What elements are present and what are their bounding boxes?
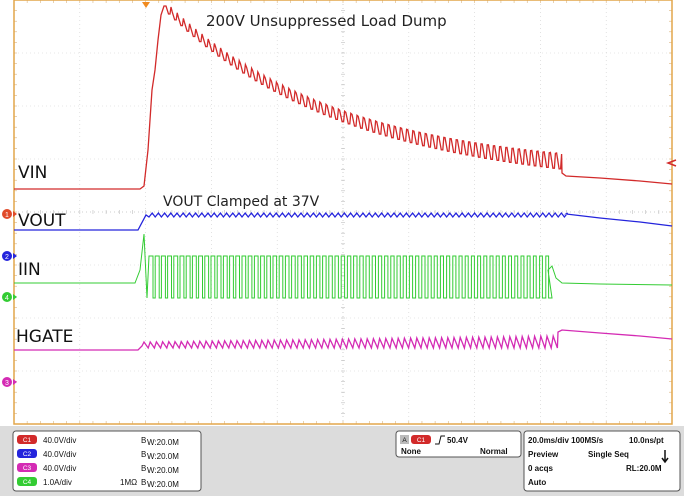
trigger-level: 50.4V xyxy=(447,436,469,445)
iin-label: IIN xyxy=(18,260,41,280)
ch3-scale: 40.0V/div xyxy=(43,464,76,473)
ch3-settings-row[interactable]: C3 40.0V/div B W:20.0M xyxy=(17,463,179,475)
ch1-ground-marker[interactable]: 1 xyxy=(2,209,17,219)
trigger-type: Normal xyxy=(480,447,508,456)
ch3-bw: W:20.0M xyxy=(147,466,179,475)
ch1-scale: 40.0V/div xyxy=(43,436,76,445)
trigger-position-marker[interactable] xyxy=(142,2,150,8)
acq-count: 0 acqs xyxy=(528,464,553,473)
channel-settings-panel[interactable]: C1 40.0V/div B W:20.0M C2 40.0V/div B W:… xyxy=(12,430,202,492)
svg-text:2: 2 xyxy=(5,254,9,261)
ch1-settings-row[interactable]: C1 40.0V/div B W:20.0M xyxy=(17,435,179,447)
vin-waveform xyxy=(14,5,673,190)
record-length: RL:20.0M xyxy=(626,464,662,473)
timebase-panel[interactable]: 20.0ms/div 100MS/s 10.0ns/pt Preview Sin… xyxy=(523,430,681,492)
trigger-level-marker[interactable] xyxy=(665,159,677,167)
trigger-settings-panel[interactable]: A C1 50.4V None Normal xyxy=(395,430,522,458)
svg-text:1: 1 xyxy=(5,212,9,219)
ch1-badge: C1 xyxy=(23,437,32,444)
vin-label: VIN xyxy=(18,163,47,183)
trigger-mode: None xyxy=(401,447,422,456)
ch4-settings-row[interactable]: C4 1.0A/div 1MΩ B W:20.0M xyxy=(17,477,179,489)
svg-text:4: 4 xyxy=(5,295,9,302)
ch4-ground-marker[interactable]: 4 xyxy=(2,292,17,302)
ch4-coupling: 1MΩ xyxy=(120,478,137,487)
vout-label: VOUT xyxy=(18,211,66,231)
ch3-ground-marker[interactable]: 3 xyxy=(2,377,17,387)
ch2-ground-marker[interactable]: 2 xyxy=(2,251,17,261)
ch3-bw-prefix: B xyxy=(141,464,146,473)
ch4-bw-prefix: B xyxy=(141,478,146,487)
ch4-scale: 1.0A/div xyxy=(43,478,72,487)
ch4-badge: C4 xyxy=(23,479,32,486)
ch1-bw-prefix: B xyxy=(141,436,146,445)
ch2-bw-prefix: B xyxy=(141,450,146,459)
ch2-scale: 40.0V/div xyxy=(43,450,76,459)
acq-preview: Preview xyxy=(528,450,559,459)
vout-clamp-annotation: VOUT Clamped at 37V xyxy=(163,194,320,210)
trigger-auto: Auto xyxy=(528,478,546,487)
ch2-badge: C2 xyxy=(23,451,32,458)
ch3-badge: C3 xyxy=(23,465,32,472)
load-dump-annotation: 200V Unsuppressed Load Dump xyxy=(206,12,447,30)
ch2-bw: W:20.0M xyxy=(147,452,179,461)
ch4-bw: W:20.0M xyxy=(147,480,179,489)
rising-edge-icon xyxy=(435,435,445,445)
trigger-a-badge: A xyxy=(402,437,407,444)
acq-seq-mode: Single Seq xyxy=(588,450,629,459)
trigger-source-badge: C1 xyxy=(417,437,426,444)
down-arrow-icon xyxy=(661,450,669,464)
vout-waveform xyxy=(14,211,673,231)
iin-waveform xyxy=(14,233,673,299)
timebase-resolution: 10.0ns/pt xyxy=(629,436,664,445)
ch1-bw: W:20.0M xyxy=(147,438,179,447)
svg-text:3: 3 xyxy=(5,380,9,387)
ch2-settings-row[interactable]: C2 40.0V/div B W:20.0M xyxy=(17,449,179,461)
timebase-rate: 20.0ms/div 100MS/s xyxy=(528,436,604,445)
hgate-label: HGATE xyxy=(16,327,73,347)
hgate-waveform xyxy=(14,329,673,351)
